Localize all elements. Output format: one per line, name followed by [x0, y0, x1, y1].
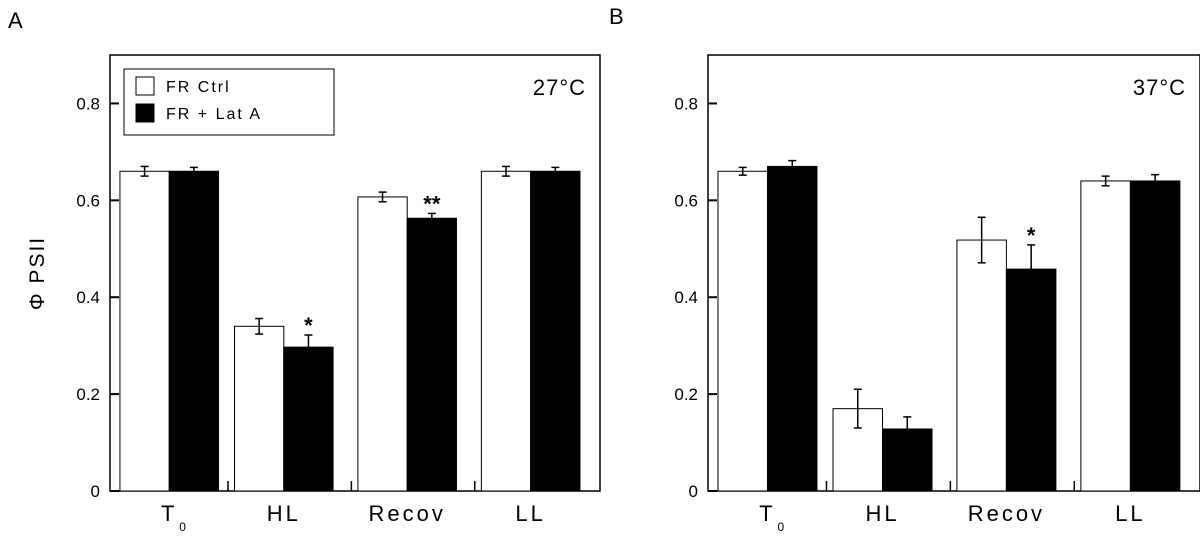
y-tick-label: 0.8	[674, 94, 698, 113]
bar-ctrl	[357, 196, 408, 492]
temperature-label: 27°C	[533, 75, 586, 100]
temperature-label: 37°C	[1133, 75, 1186, 100]
x-tick-label: LL	[515, 501, 545, 526]
bar-lat-a	[168, 170, 220, 492]
bar-ctrl	[234, 325, 285, 492]
bar-lat-a	[1005, 268, 1057, 492]
bar-ctrl	[480, 170, 532, 492]
legend-box	[123, 68, 335, 136]
panel-label: A	[8, 8, 23, 33]
bar-ctrl	[717, 170, 768, 492]
x-tick-label: T	[759, 501, 775, 526]
significance-marker: *	[1027, 223, 1036, 248]
x-tick-label: Recov	[968, 501, 1045, 526]
x-tick-label: HL	[865, 501, 899, 526]
panel-label: B	[609, 4, 624, 29]
x-tick-label: LL	[1115, 501, 1145, 526]
y-axis-label: Φ PSII	[26, 236, 49, 310]
plot-frame	[109, 54, 601, 492]
y-tick-label: 0.6	[674, 191, 698, 210]
significance-marker: *	[304, 313, 313, 338]
y-tick-label: 0	[91, 482, 100, 501]
x-tick-label: HL	[267, 501, 301, 526]
bar-ctrl	[1080, 180, 1131, 492]
legend-swatch	[135, 76, 155, 96]
legend-label: FR Ctrl	[166, 79, 231, 96]
y-tick-label: 0	[689, 482, 698, 501]
y-tick-label: 0.2	[674, 385, 698, 404]
bar-lat-a	[283, 346, 334, 492]
x-tick-subscript: 0	[777, 520, 784, 534]
x-tick-subscript: 0	[179, 520, 186, 534]
significance-marker: **	[423, 191, 441, 216]
legend-label: FR + Lat A	[166, 106, 262, 123]
y-tick-label: 0.4	[76, 288, 100, 307]
y-tick-label: 0.2	[76, 385, 100, 404]
bar-lat-a	[406, 217, 457, 492]
x-tick-label: T	[161, 501, 177, 526]
plot-frame	[707, 54, 1200, 492]
bar-ctrl	[119, 170, 170, 492]
bar-lat-a	[530, 170, 581, 492]
legend-swatch	[135, 103, 155, 123]
y-tick-label: 0.8	[76, 94, 100, 113]
y-tick-label: 0.6	[76, 191, 100, 210]
x-tick-label: Recov	[369, 501, 446, 526]
y-tick-label: 0.4	[674, 288, 698, 307]
bar-ctrl	[956, 239, 1007, 492]
bar-lat-a	[1129, 180, 1181, 492]
bar-lat-a	[766, 165, 818, 492]
